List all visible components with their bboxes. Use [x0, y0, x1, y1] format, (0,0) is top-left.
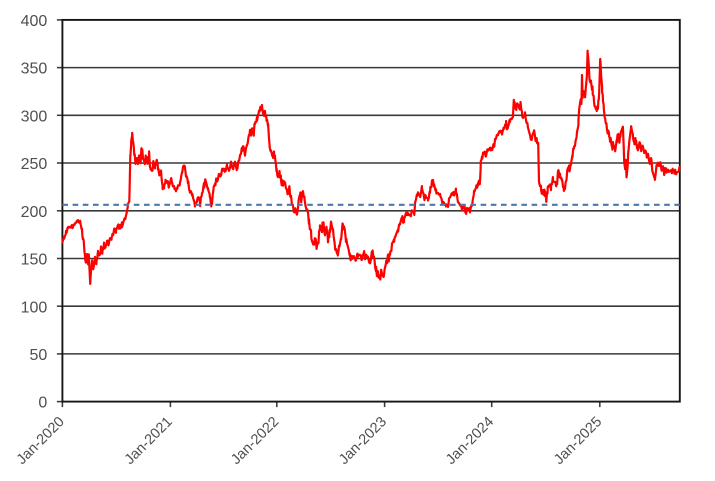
svg-text:250: 250 — [21, 156, 48, 173]
svg-text:Jan-2023: Jan-2023 — [336, 414, 390, 468]
svg-text:100: 100 — [21, 299, 48, 316]
svg-text:300: 300 — [21, 108, 48, 125]
svg-text:Jan-2025: Jan-2025 — [551, 414, 605, 468]
svg-text:Jan-2024: Jan-2024 — [443, 414, 497, 468]
svg-text:200: 200 — [21, 204, 48, 221]
svg-text:50: 50 — [30, 347, 48, 364]
svg-text:0: 0 — [38, 395, 47, 412]
svg-text:Jan-2021: Jan-2021 — [122, 414, 176, 468]
svg-text:Jan-2022: Jan-2022 — [228, 414, 282, 468]
svg-text:Jan-2020: Jan-2020 — [14, 414, 68, 468]
svg-text:350: 350 — [21, 61, 48, 78]
svg-text:400: 400 — [21, 13, 48, 30]
svg-text:150: 150 — [21, 252, 48, 269]
